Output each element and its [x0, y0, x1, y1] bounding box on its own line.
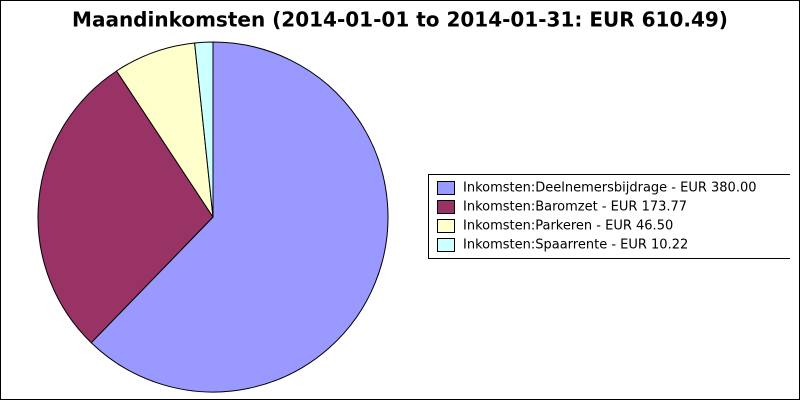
chart-title: Maandinkomsten (2014-01-01 to 2014-01-31… — [72, 8, 728, 32]
legend: Inkomsten:Deelnemersbijdrage - EUR 380.0… — [428, 174, 790, 259]
legend-swatch — [437, 181, 455, 195]
legend-swatch — [437, 238, 455, 252]
legend-box — [428, 174, 790, 259]
legend-label: Inkomsten:Baromzet - EUR 173.77 — [463, 200, 687, 215]
legend-swatch — [437, 200, 455, 214]
legend-swatch — [437, 219, 455, 233]
pie-slice — [90, 41, 389, 393]
legend-label: Inkomsten:Parkeren - EUR 46.50 — [463, 219, 673, 234]
legend-label: Inkomsten:Deelnemersbijdrage - EUR 380.0… — [463, 181, 757, 196]
pie-slice — [194, 41, 214, 218]
legend-label: Inkomsten:Spaarrente - EUR 10.22 — [463, 238, 688, 253]
pie-slice — [37, 70, 214, 344]
